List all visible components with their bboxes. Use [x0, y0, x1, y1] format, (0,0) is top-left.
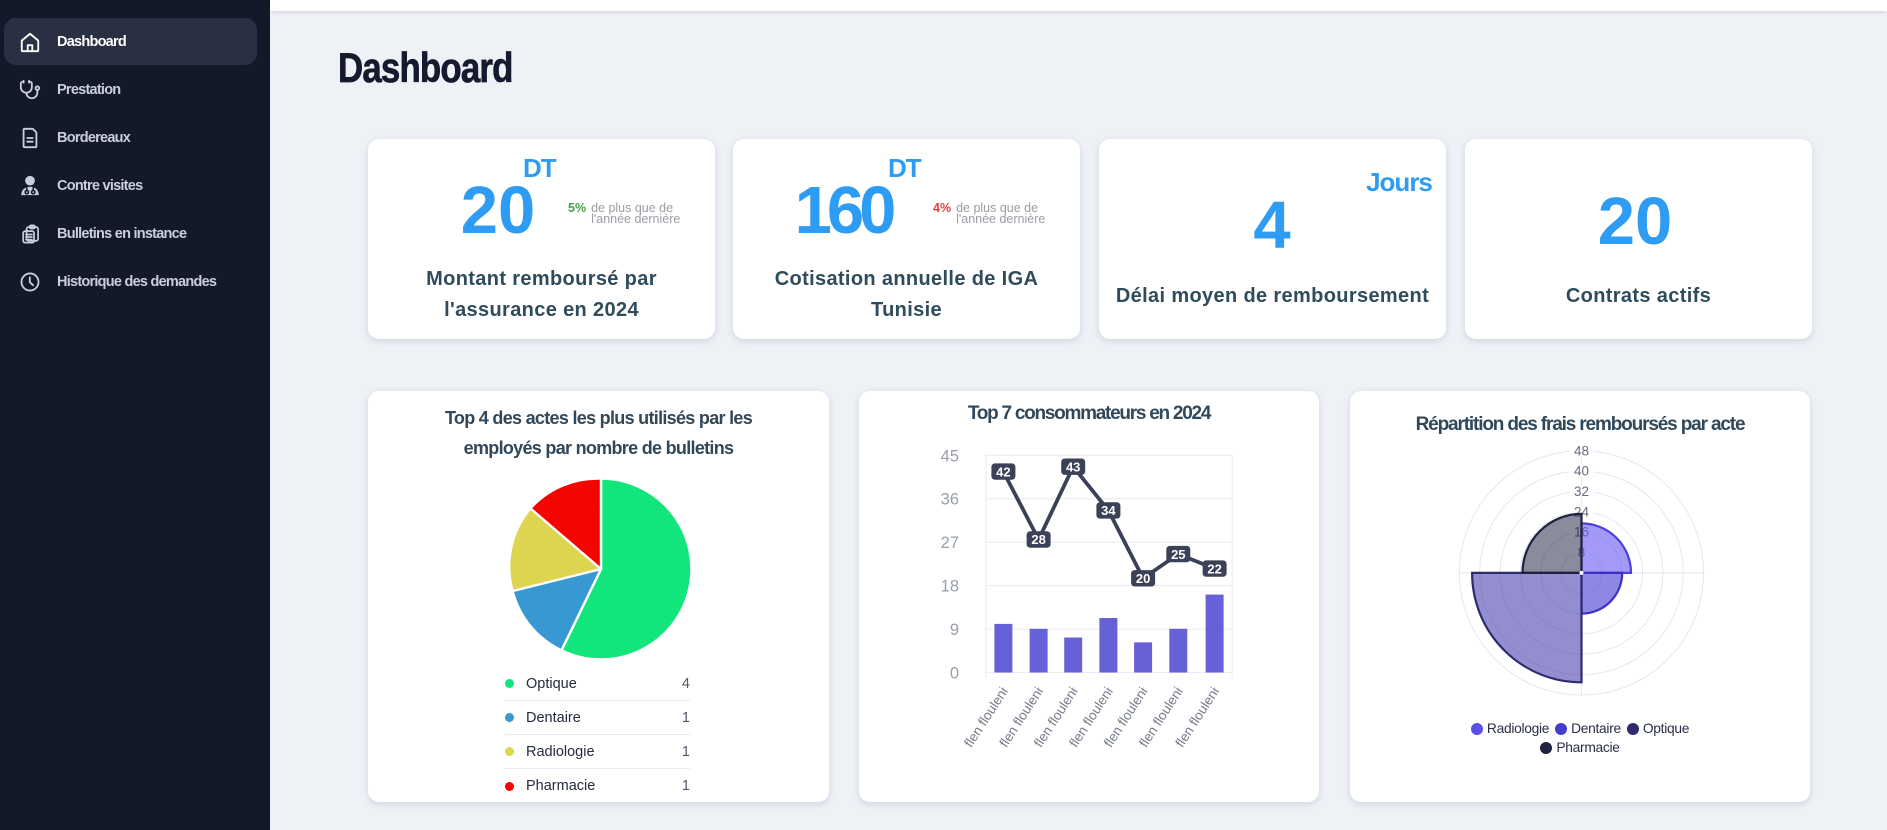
svg-text:42: 42: [996, 464, 1010, 479]
svg-text:25: 25: [1171, 547, 1185, 562]
svg-text:28: 28: [1031, 532, 1045, 547]
svg-text:45: 45: [941, 447, 959, 465]
svg-text:20: 20: [1136, 571, 1150, 586]
svg-text:43: 43: [1066, 459, 1080, 474]
svg-text:9: 9: [950, 621, 959, 639]
svg-text:36: 36: [941, 491, 959, 509]
svg-text:27: 27: [941, 534, 959, 552]
svg-text:32: 32: [1574, 484, 1589, 499]
svg-text:48: 48: [1574, 443, 1589, 458]
svg-text:0: 0: [950, 665, 959, 683]
svg-text:40: 40: [1574, 464, 1589, 479]
svg-text:34: 34: [1101, 503, 1116, 518]
svg-text:18: 18: [941, 578, 959, 596]
svg-text:22: 22: [1207, 561, 1221, 576]
